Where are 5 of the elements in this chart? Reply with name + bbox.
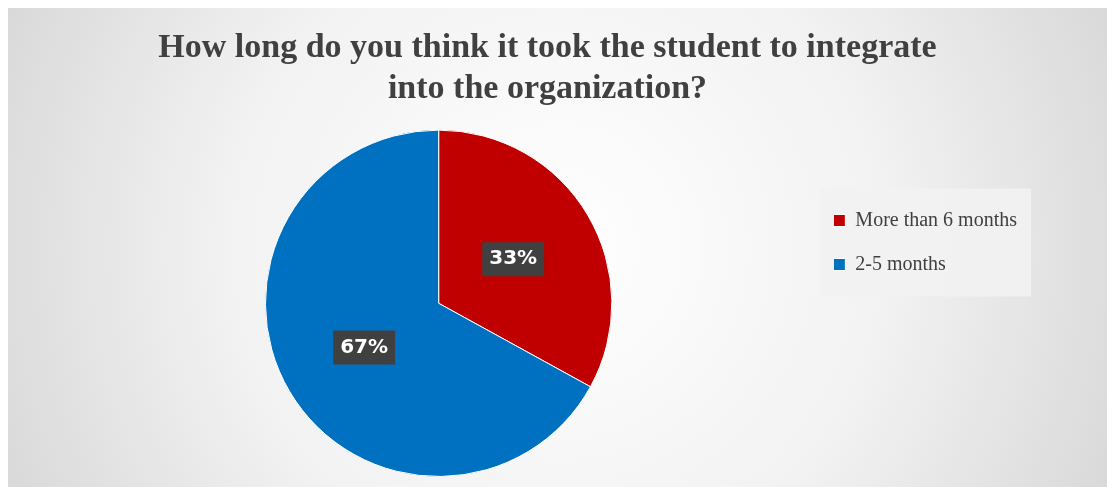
legend-label: 2-5 months	[855, 251, 947, 274]
legend-label: More than 6 months	[855, 207, 1018, 230]
data-label: 33%	[489, 245, 538, 270]
data-label: 67%	[340, 333, 389, 358]
chart-title: How long do you think it took the student to integrate into the organization?	[158, 27, 937, 105]
